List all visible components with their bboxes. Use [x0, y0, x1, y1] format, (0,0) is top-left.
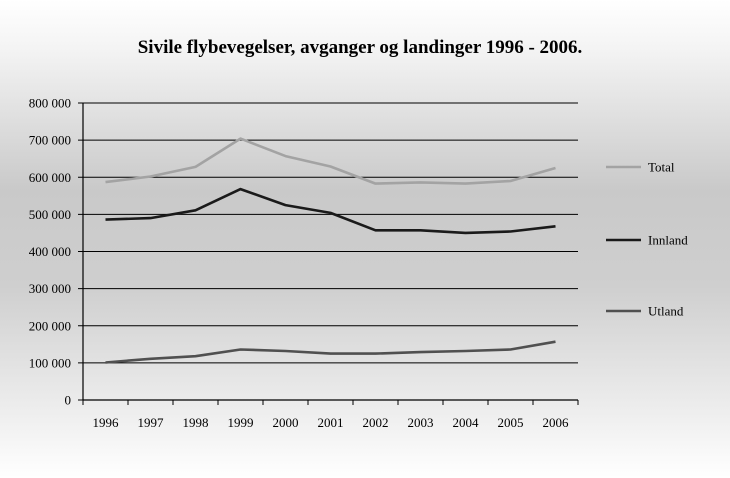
- x-tick-label: 2004: [453, 415, 480, 430]
- legend: Total Innland Utland: [606, 160, 688, 319]
- series-lines: [105, 137, 556, 364]
- series-line-total: [105, 137, 556, 185]
- series-line-utland: [105, 340, 556, 364]
- x-tick-label: 1997: [138, 415, 165, 430]
- y-tick-label: 200 000: [29, 318, 71, 333]
- x-axis-ticks: 1996 1997 1998 1999 2000 2001 2002 2003 2004 2005…: [82, 400, 579, 430]
- x-tick-label: 2005: [498, 415, 524, 430]
- x-tick-label: 1999: [228, 415, 254, 430]
- x-tick-label: 2003: [408, 415, 434, 430]
- x-tick-label: 2001: [318, 415, 344, 430]
- y-tick-label: 600 000: [29, 170, 71, 185]
- x-tick-label: 1998: [183, 415, 209, 430]
- y-tick-label: 300 000: [29, 281, 71, 296]
- y-axis-ticks: 0 100 000 200 000 300 000 400 000 500 000 600 …: [29, 96, 83, 408]
- chart-title: Sivile flybevegelser, avganger og landin…: [138, 37, 583, 58]
- legend-label-innland: Innland: [648, 233, 688, 248]
- y-tick-label: 0: [65, 393, 72, 408]
- x-tick-label: 1996: [93, 415, 120, 430]
- y-tick-label: 100 000: [29, 355, 71, 370]
- legend-label-utland: Utland: [648, 304, 684, 319]
- legend-label-total: Total: [648, 160, 675, 175]
- x-tick-label: 2006: [543, 415, 570, 430]
- x-tick-label: 2000: [273, 415, 299, 430]
- y-tick-label: 500 000: [29, 207, 71, 222]
- y-tick-label: 700 000: [29, 133, 71, 148]
- x-tick-label: 2002: [363, 415, 389, 430]
- series-line-innland: [105, 187, 556, 235]
- y-tick-label: 400 000: [29, 244, 71, 259]
- y-tick-label: 800 000: [29, 96, 71, 111]
